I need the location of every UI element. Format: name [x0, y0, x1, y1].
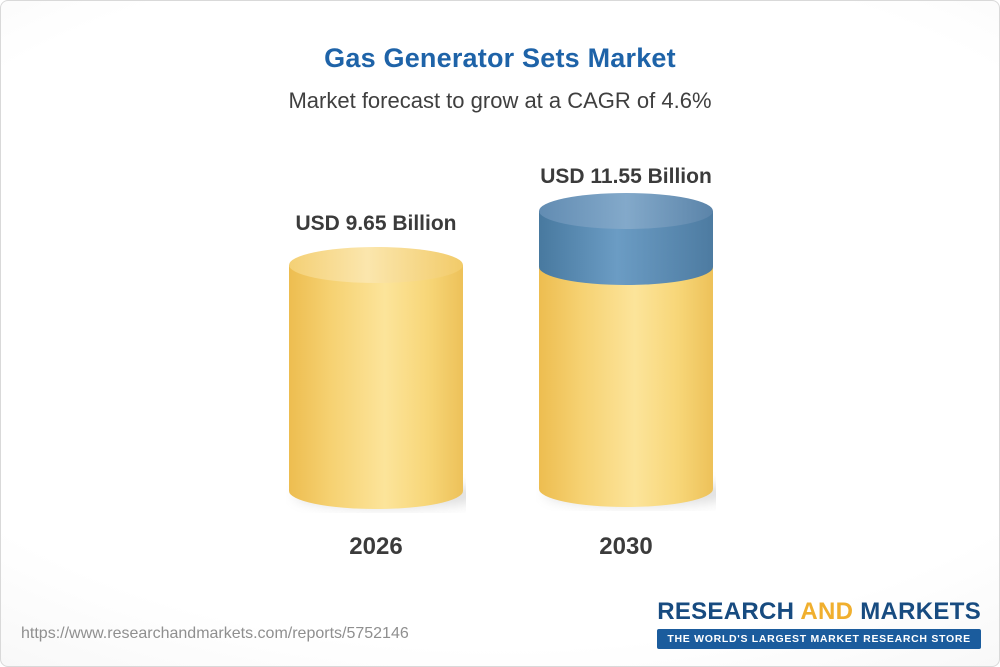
growth-cap-top-face	[539, 193, 713, 229]
research-and-markets-logo: RESEARCH AND MARKETS THE WORLD'S LARGEST…	[657, 598, 981, 649]
logo-word-research: RESEARCH	[657, 598, 795, 625]
page-title: Gas Generator Sets Market	[324, 43, 676, 73]
logo-word-markets: MARKETS	[860, 598, 981, 625]
cylinder-body	[539, 267, 713, 489]
page-subtitle: Market forecast to grow at a CAGR of 4.6…	[288, 88, 712, 113]
logo-wordmark: RESEARCH AND MARKETS	[657, 598, 981, 626]
cylinder-top-face	[289, 247, 463, 283]
logo-word-and: AND	[800, 598, 854, 625]
category-label-2026: 2026	[349, 533, 403, 560]
report-url[interactable]: https://www.researchandmarkets.com/repor…	[21, 625, 409, 642]
value-label-2026: USD 9.65 Billion	[295, 212, 457, 235]
category-label-2030: 2030	[599, 533, 653, 560]
cylinder-bar-2026	[289, 247, 466, 509]
logo-tagline: THE WORLD'S LARGEST MARKET RESEARCH STOR…	[657, 629, 981, 649]
value-label-2030: USD 11.55 Billion	[540, 165, 712, 188]
cylinder-body	[289, 265, 463, 491]
cylinder-bar-2030	[539, 193, 716, 507]
